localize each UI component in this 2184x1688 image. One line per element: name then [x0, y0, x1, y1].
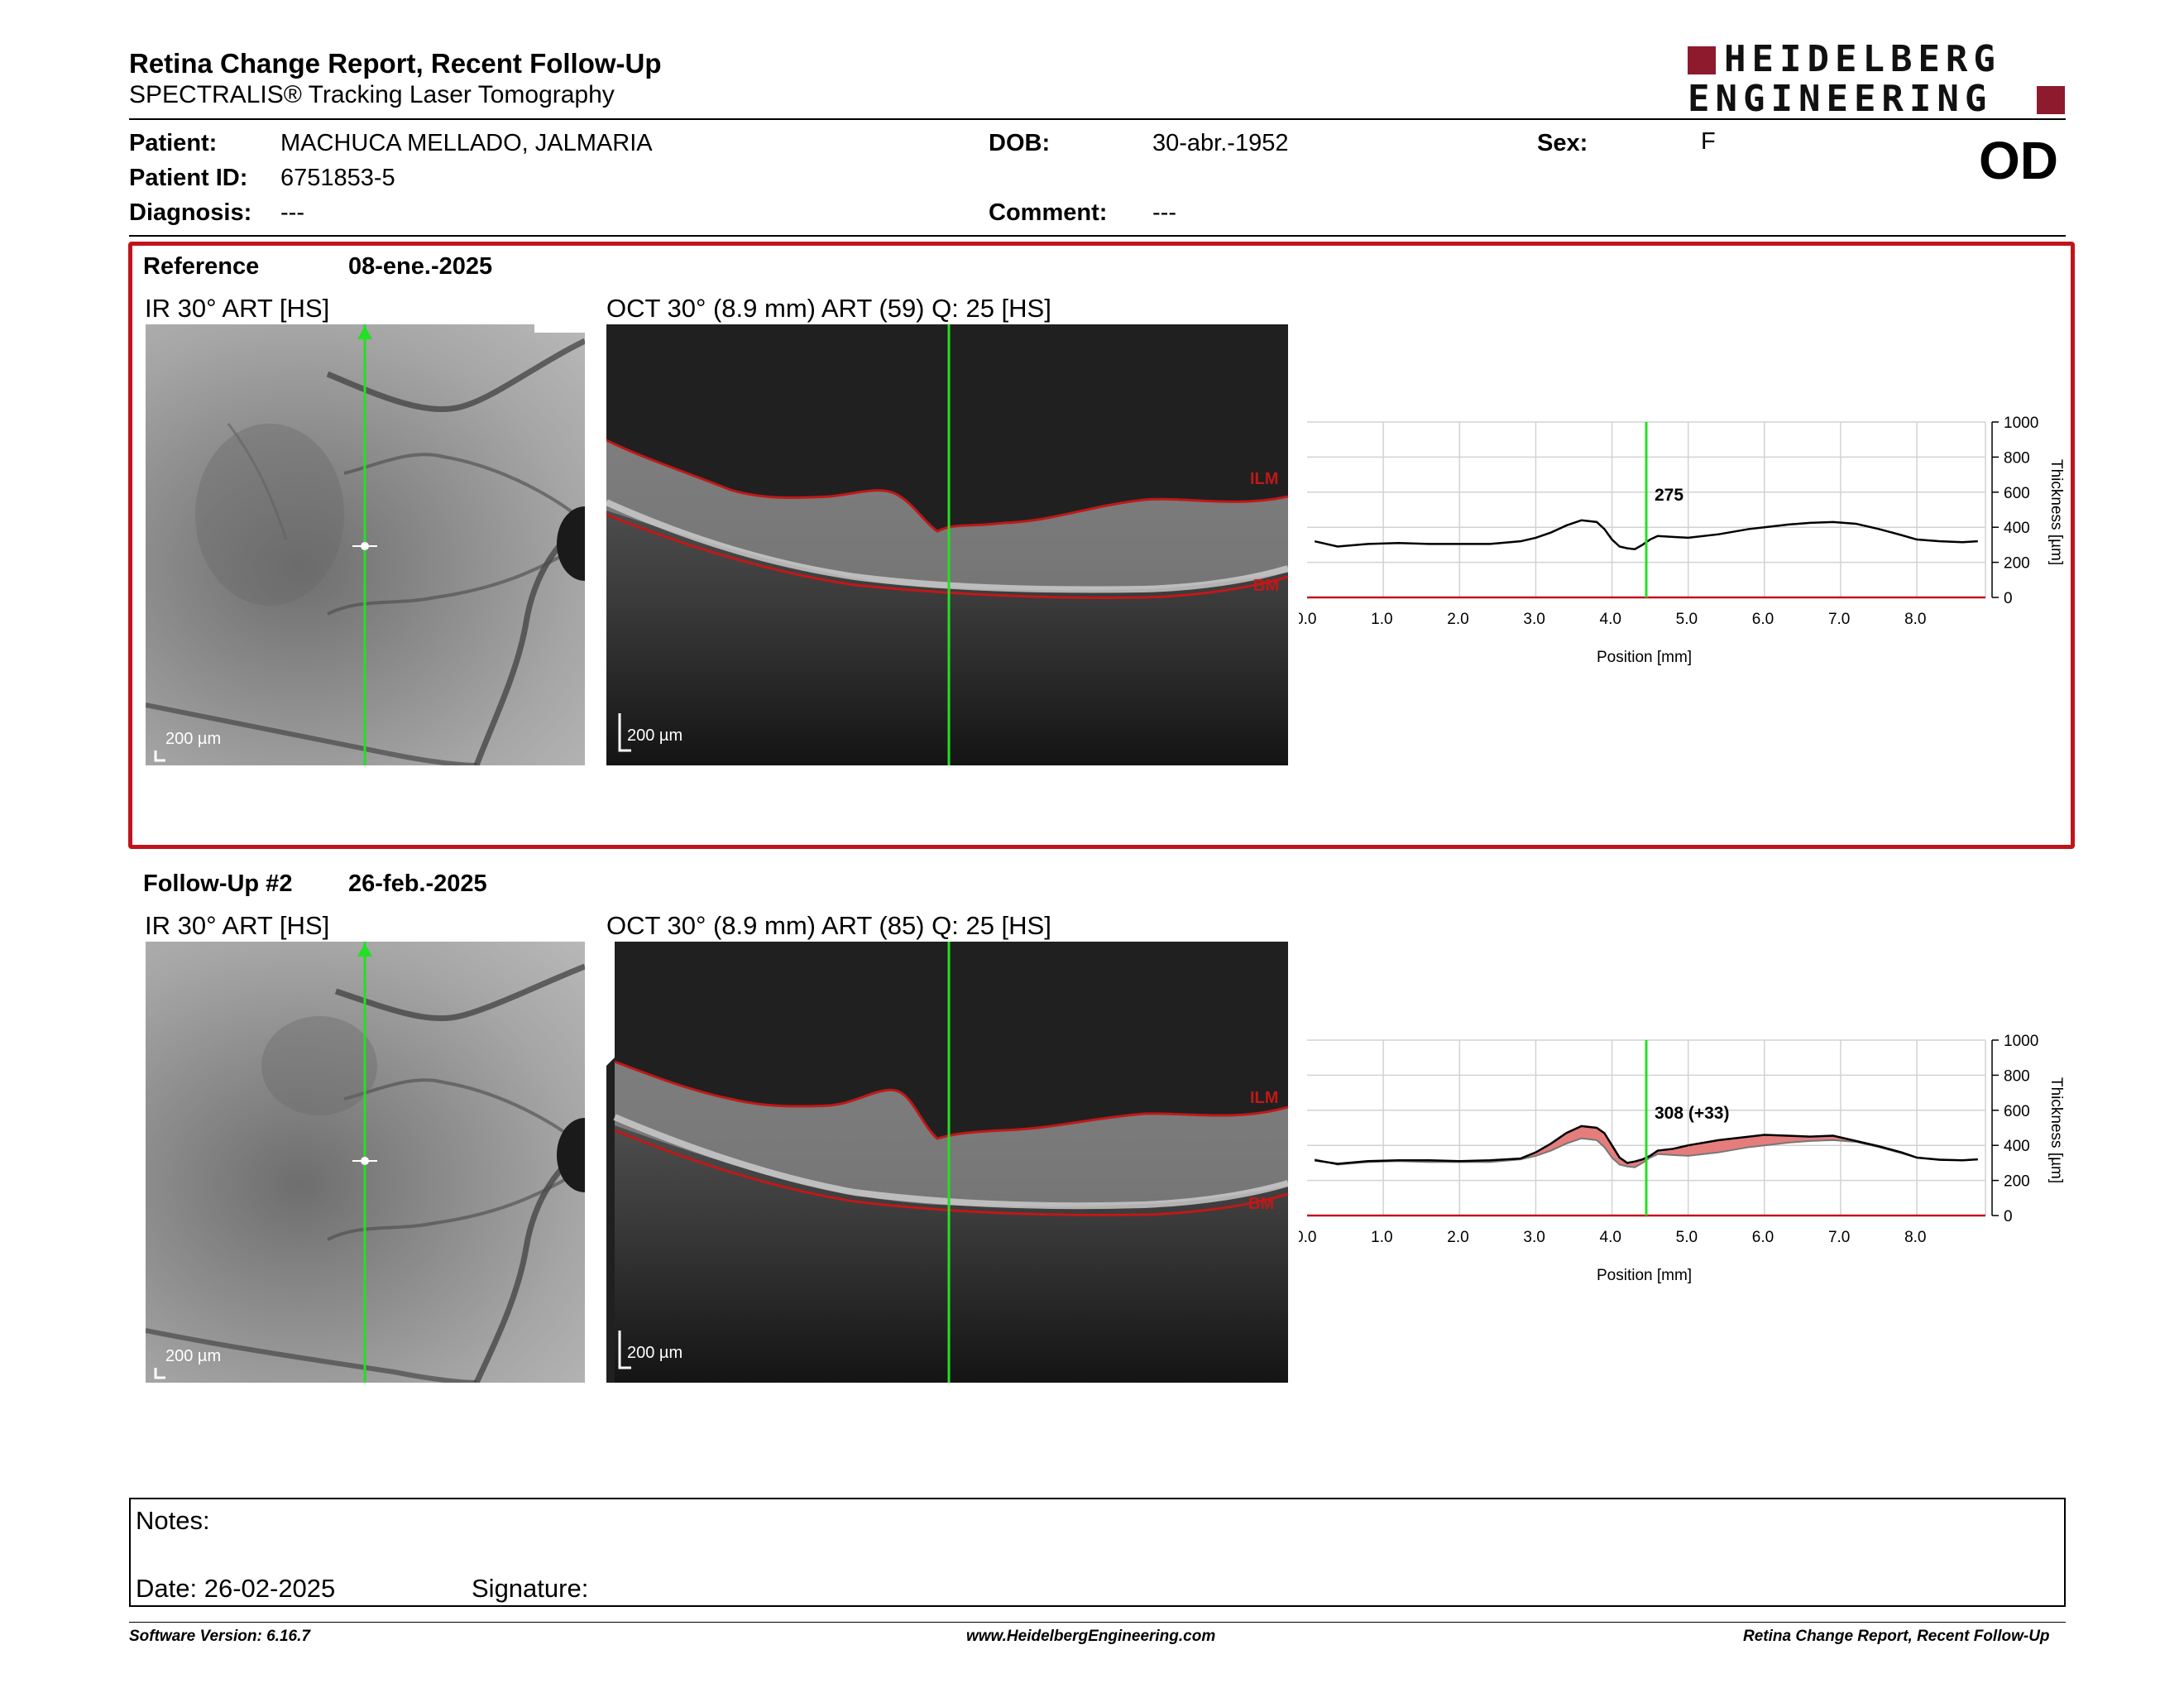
followup-chart-xtick-label: 0.0 [1299, 1229, 1316, 1246]
patient-label: Patient: [129, 130, 218, 156]
logo-line-bottom: ENGINEERING [1688, 78, 1993, 120]
reference-chart-ytick-label: 800 [2004, 449, 2030, 467]
followup-ilm-label: ILM [1250, 1089, 1279, 1107]
footer-report-name: Retina Change Report, Recent Follow-Up [1743, 1628, 2050, 1645]
reference-chart-ytick-label: 200 [2004, 555, 2030, 573]
reference-chart-ytick-label: 0 [2004, 590, 2013, 607]
reference-chart-xtick-label: 1.0 [1371, 611, 1392, 628]
followup-thickness-chart: 0 200 400 600 800 1000 0.0 1.0 2.0 3.0 4.0 5.0 6.0 7.… [1299, 1033, 2065, 1284]
reference-chart-x-axis-label: Position [mm] [1597, 649, 1692, 666]
reference-label: Reference [143, 253, 260, 280]
followup-label: Follow-Up #2 [143, 870, 293, 897]
followup-bm-label: BM [1248, 1195, 1275, 1213]
followup-ir-fundus [146, 942, 585, 1383]
followup-chart-ytick-label: 400 [2004, 1138, 2030, 1155]
reference-chart-ytick-label: 400 [2004, 520, 2030, 537]
reference-chart-ytick-label: 600 [2004, 485, 2030, 502]
software-version: Software Version: 6.16.7 [129, 1628, 310, 1645]
logo-square-bottom [2037, 86, 2065, 114]
notes-label: Notes: [136, 1506, 210, 1535]
reference-chart-xtick-label: 0.0 [1299, 611, 1316, 628]
followup-oct-title: OCT 30° (8.9 mm) ART (85) Q: 25 [HS] [606, 911, 1051, 940]
reference-ir-title: IR 30° ART [HS] [145, 294, 330, 323]
reference-chart-cursor-value: 275 [1655, 486, 1684, 505]
eye-indicator: OD [1979, 131, 2058, 190]
followup-ir-title: IR 30° ART [HS] [145, 911, 330, 940]
reference-date: 08-ene.-2025 [348, 253, 493, 280]
diagnosis-label: Diagnosis: [129, 199, 252, 226]
reference-ir-scale: 200 µm [165, 730, 222, 748]
heidelberg-logo: HEIDELBERG ENGINEERING [1679, 41, 2071, 117]
sex-value: F [1701, 128, 1716, 155]
patient-name: MACHUCA MELLADO, JALMARIA [280, 130, 653, 156]
followup-oct-image: ILM BM 200 µm [606, 942, 1288, 1383]
reference-oct-title: OCT 30° (8.9 mm) ART (59) Q: 25 [HS] [606, 294, 1051, 323]
reference-ir-image: 200 µm [146, 324, 585, 765]
reference-chart-ytick-label: 1000 [2004, 415, 2038, 432]
followup-chart-xtick-label: 3.0 [1523, 1229, 1545, 1246]
followup-chart-series-followup [1315, 1125, 1978, 1165]
followup-chart-ytick-label: 600 [2004, 1103, 2030, 1120]
reference-chart-xtick-label: 4.0 [1600, 611, 1621, 628]
dob-label: DOB: [989, 130, 1051, 156]
followup-oct-scale: 200 µm [627, 1344, 683, 1362]
logo-line-top: HEIDELBERG [1724, 38, 2001, 80]
reference-chart-series-thickness [1314, 519, 1978, 550]
followup-chart-ytick-label: 200 [2004, 1173, 2030, 1191]
reference-oct-scan [606, 324, 1288, 765]
patient-id: 6751853-5 [280, 165, 395, 191]
reference-chart-xtick-label: 8.0 [1904, 611, 1926, 628]
reference-bm-label: BM [1253, 577, 1280, 595]
diagnosis-value: --- [280, 199, 304, 226]
comment-label: Comment: [989, 199, 1108, 226]
followup-chart-cursor-value: 308 (+33) [1655, 1104, 1729, 1123]
followup-oct-scan [606, 942, 1288, 1383]
followup-chart-xtick-label: 1.0 [1371, 1229, 1392, 1246]
reference-chart-xtick-label: 2.0 [1447, 611, 1468, 628]
reference-oct-scale: 200 µm [627, 727, 683, 745]
report-subtitle: SPECTRALIS® Tracking Laser Tomography [129, 81, 615, 108]
followup-chart-xtick-label: 7.0 [1828, 1229, 1850, 1246]
sex-label: Sex: [1537, 130, 1588, 156]
followup-chart-ytick-label: 0 [2004, 1208, 2013, 1225]
reference-chart-xtick-label: 7.0 [1828, 611, 1850, 628]
followup-chart-xtick-label: 4.0 [1600, 1229, 1621, 1246]
reference-ir-fundus [146, 324, 585, 765]
reference-chart-xtick-label: 5.0 [1676, 611, 1698, 628]
followup-chart-ytick-label: 800 [2004, 1067, 2030, 1085]
patient-divider [129, 235, 2066, 237]
report-title: Retina Change Report, Recent Follow-Up [129, 48, 662, 79]
followup-ir-scale: 200 µm [165, 1347, 222, 1365]
followup-date: 26-feb.-2025 [348, 870, 487, 897]
followup-chart-y-axis-label: Thickness [µm] [2048, 1077, 2065, 1183]
followup-chart-xtick-label: 8.0 [1904, 1229, 1926, 1246]
signature-label: Signature: [472, 1574, 589, 1603]
footer-divider [129, 1622, 2066, 1623]
reference-frame [128, 242, 2075, 849]
followup-chart-xtick-label: 6.0 [1752, 1229, 1774, 1246]
notes-box [129, 1498, 2066, 1607]
reference-chart-xtick-label: 3.0 [1523, 611, 1545, 628]
header-divider [129, 118, 2066, 120]
patient-id-label: Patient ID: [129, 165, 248, 191]
followup-chart-ytick-label: 1000 [2004, 1033, 2038, 1050]
reference-thickness-chart: 0 200 400 600 800 1000 0.0 1.0 2.0 3.0 4.0 5.0 6.0 7.… [1299, 415, 2065, 666]
reference-ilm-label: ILM [1250, 470, 1279, 488]
date-label: Date: 26-02-2025 [136, 1574, 336, 1603]
reference-chart-xtick-label: 6.0 [1752, 611, 1774, 628]
comment-value: --- [1152, 199, 1176, 226]
reference-oct-image: ILM BM 200 µm [606, 324, 1288, 765]
dob-value: 30-abr.-1952 [1152, 130, 1289, 156]
followup-chart-xtick-label: 2.0 [1447, 1229, 1468, 1246]
followup-chart-x-axis-label: Position [mm] [1597, 1267, 1692, 1284]
website-link[interactable]: www.HeidelbergEngineering.com [966, 1628, 1216, 1645]
followup-chart-xtick-label: 5.0 [1676, 1229, 1698, 1246]
logo-square-top [1688, 46, 1716, 74]
reference-chart-y-axis-label: Thickness [µm] [2048, 459, 2065, 565]
followup-ir-image: 200 µm [146, 942, 585, 1383]
